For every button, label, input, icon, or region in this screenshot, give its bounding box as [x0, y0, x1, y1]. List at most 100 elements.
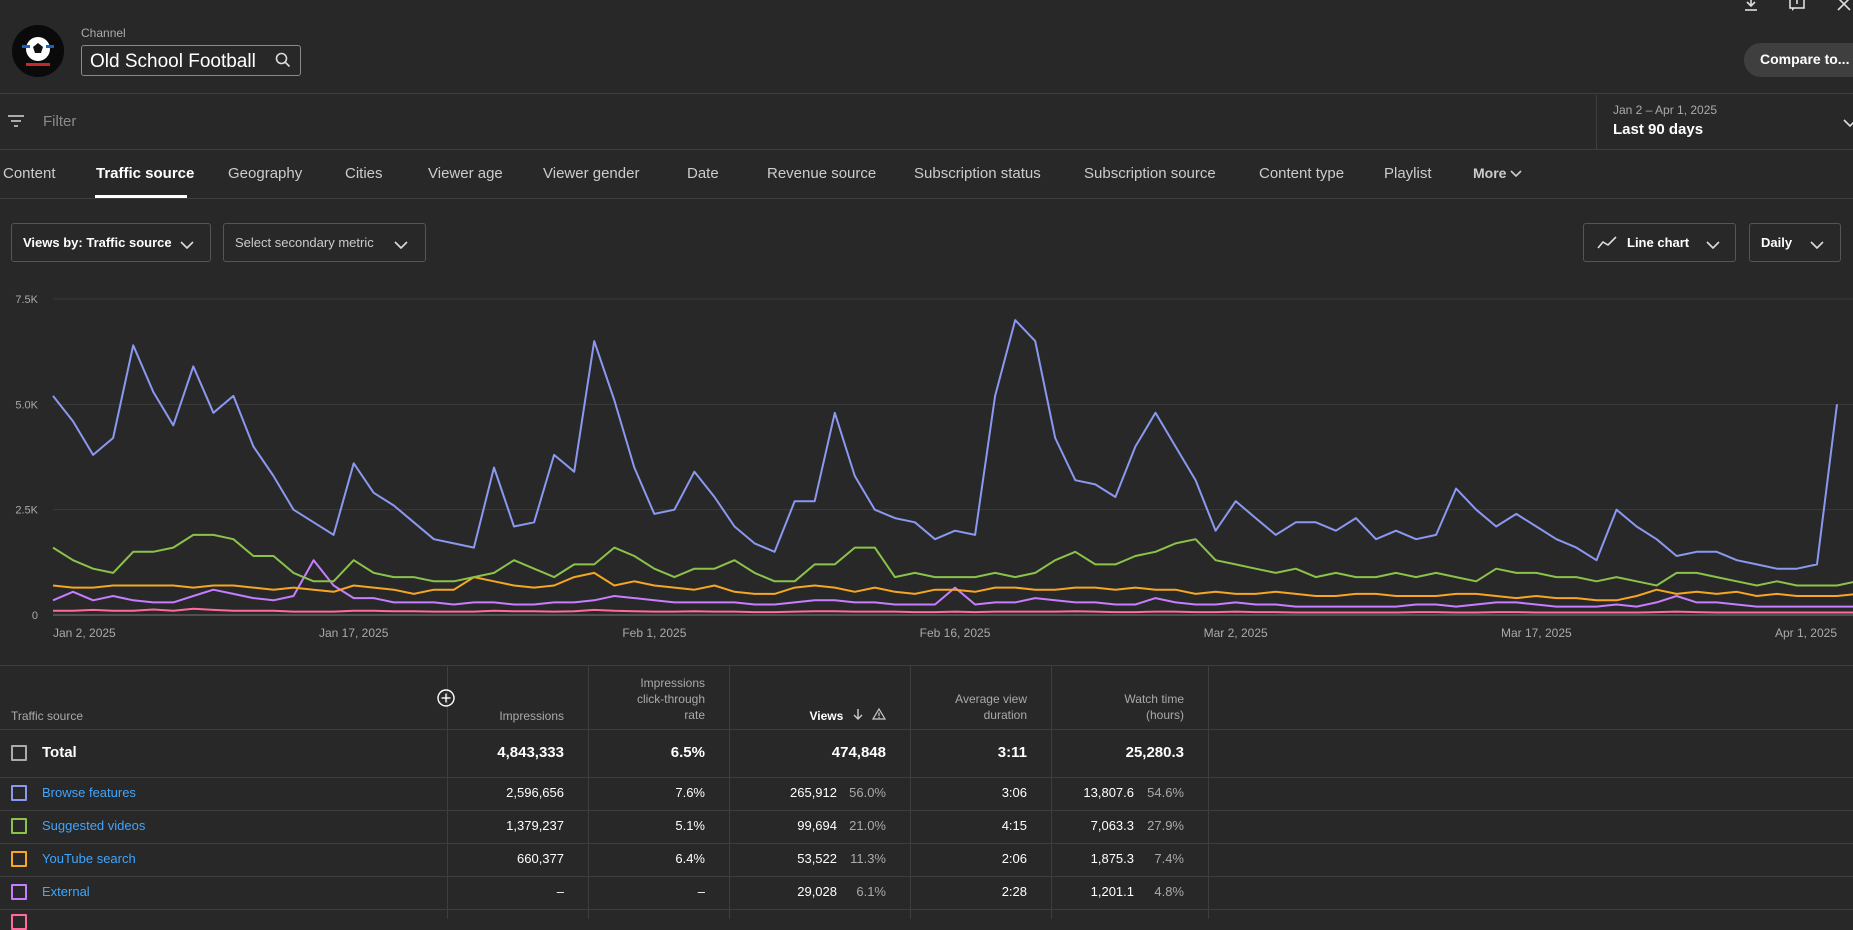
- row-impressions: –: [556, 884, 564, 899]
- row-ctr: 5.1%: [675, 818, 705, 833]
- row-checkbox[interactable]: [11, 818, 27, 834]
- granularity-label: Daily: [1761, 235, 1793, 250]
- download-icon[interactable]: [1743, 0, 1759, 17]
- date-range-text: Jan 2 – Apr 1, 2025: [1613, 103, 1718, 117]
- tab-playlist[interactable]: Playlist: [1384, 165, 1432, 182]
- row-checkbox[interactable]: [11, 884, 27, 900]
- y-tick-label: 0: [32, 610, 38, 622]
- row-watch-time: 7,063.3: [1090, 818, 1134, 833]
- chevron-down-icon: [1510, 165, 1522, 181]
- secondary-metric-dropdown[interactable]: Select secondary metric: [223, 223, 426, 262]
- total-impressions: 4,843,333: [497, 744, 564, 761]
- x-tick-label: Feb 1, 2025: [622, 626, 686, 640]
- warning-icon[interactable]: [871, 707, 887, 723]
- header-avg-view-duration[interactable]: Average view duration: [920, 691, 1027, 723]
- header-watch-time[interactable]: Watch time (hours): [1070, 691, 1184, 723]
- chart-type-label: Line chart: [1627, 235, 1690, 250]
- source-link[interactable]: External: [42, 884, 90, 899]
- tab-subscription-source[interactable]: Subscription source: [1084, 165, 1216, 182]
- tab-cities[interactable]: Cities: [345, 165, 383, 182]
- row-views-pct: 56.0%: [849, 785, 886, 800]
- source-link[interactable]: Suggested videos: [42, 818, 146, 833]
- chevron-down-icon: [1706, 238, 1720, 253]
- filter-bar: Filter Jan 2 – Apr 1, 2025 Last 90 days: [0, 95, 1853, 150]
- tab-viewer-age[interactable]: Viewer age: [428, 165, 503, 182]
- tab-viewer-gender[interactable]: Viewer gender: [543, 165, 640, 182]
- series-line-youtube-search[interactable]: [52, 571, 1853, 602]
- row-watch-time-pct: 7.4%: [1154, 851, 1184, 866]
- tab-traffic-source[interactable]: Traffic source: [96, 165, 195, 182]
- header-ctr-line3: rate: [684, 708, 705, 722]
- total-avd: 3:11: [997, 744, 1027, 761]
- source-link[interactable]: YouTube search: [42, 851, 136, 866]
- header-traffic-source: Traffic source: [11, 709, 84, 723]
- row-watch-time: 1,875.3: [1090, 851, 1134, 866]
- total-label: Total: [42, 744, 77, 761]
- tab-subscription-status[interactable]: Subscription status: [914, 165, 1041, 182]
- views-line-chart[interactable]: 0 2.5K 5.0K 7.5K Jan 2, 2025 Jan 17, 2025 Feb …: [0, 285, 1853, 645]
- granularity-dropdown[interactable]: Daily: [1749, 223, 1841, 262]
- add-column-icon[interactable]: [437, 689, 455, 712]
- series-line-other[interactable]: [53, 607, 1853, 614]
- chevron-down-icon: [1843, 115, 1853, 133]
- header-impressions[interactable]: Impressions: [499, 709, 564, 723]
- y-tick-label: 7.5K: [15, 294, 38, 306]
- header-avd-line2: duration: [983, 708, 1027, 722]
- sort-down-icon: [853, 709, 863, 723]
- y-tick-label: 2.5K: [15, 505, 38, 517]
- tab-geography[interactable]: Geography: [228, 165, 303, 182]
- header-views[interactable]: Views: [780, 707, 887, 724]
- series-line-external[interactable]: [52, 559, 1853, 608]
- date-range-label: Last 90 days: [1613, 121, 1704, 138]
- chevron-down-icon: [394, 238, 408, 253]
- row-watch-time-pct: 27.9%: [1147, 818, 1184, 833]
- tab-revenue-source[interactable]: Revenue source: [767, 165, 877, 182]
- header-views-label: Views: [809, 709, 844, 723]
- total-watch-time: 25,280.3: [1125, 744, 1184, 761]
- primary-metric-dropdown[interactable]: Views by: Traffic source: [11, 223, 211, 262]
- compare-to-button[interactable]: Compare to...: [1744, 43, 1853, 77]
- tab-date[interactable]: Date: [687, 165, 719, 182]
- close-icon[interactable]: [1836, 0, 1852, 17]
- row-avd: 2:06: [1001, 851, 1027, 866]
- filter-icon[interactable]: [7, 113, 25, 134]
- row-views: 265,912: [790, 785, 837, 800]
- date-range-selector[interactable]: Jan 2 – Apr 1, 2025 Last 90 days: [1596, 95, 1853, 150]
- channel-avatar[interactable]: [12, 25, 64, 77]
- row-impressions: 1,379,237: [506, 818, 564, 833]
- x-tick-label: Apr 1, 2025: [1775, 626, 1837, 640]
- row-checkbox[interactable]: [11, 851, 27, 867]
- channel-selector[interactable]: Old School Football: [81, 45, 301, 76]
- series-line-browse-features[interactable]: [52, 319, 1838, 570]
- row-avd: 2:28: [1001, 884, 1027, 899]
- feedback-icon[interactable]: [1789, 0, 1805, 17]
- x-tick-label: Jan 17, 2025: [319, 626, 389, 640]
- source-link[interactable]: Browse features: [42, 785, 136, 800]
- x-tick-label: Jan 2, 2025: [53, 626, 116, 640]
- tab-content-type[interactable]: Content type: [1259, 165, 1345, 182]
- row-watch-time-pct: 4.8%: [1154, 884, 1184, 899]
- x-tick-label: Mar 17, 2025: [1501, 626, 1572, 640]
- tab-more-label: More: [1473, 165, 1507, 181]
- row-checkbox[interactable]: [11, 785, 27, 801]
- row-checkbox[interactable]: [11, 914, 27, 930]
- tab-more[interactable]: More: [1473, 165, 1522, 181]
- header-avd-line1: Average view: [955, 692, 1027, 706]
- primary-metric-label: Views by: Traffic source: [23, 235, 172, 250]
- filter-input[interactable]: Filter: [43, 113, 77, 130]
- secondary-metric-label: Select secondary metric: [235, 235, 374, 250]
- header-ctr-line2: click-through: [636, 692, 705, 706]
- search-icon[interactable]: [275, 52, 291, 73]
- chevron-down-icon: [180, 238, 194, 253]
- total-checkbox[interactable]: [11, 745, 27, 761]
- active-tab-indicator: [95, 195, 187, 198]
- row-views-pct: 6.1%: [856, 884, 886, 899]
- row-watch-time-pct: 54.6%: [1147, 785, 1184, 800]
- tab-content[interactable]: Content: [3, 165, 56, 182]
- y-tick-label: 5.0K: [15, 399, 38, 411]
- series-line-suggested-videos[interactable]: [52, 533, 1853, 590]
- row-ctr: 7.6%: [675, 785, 705, 800]
- channel-label: Channel: [81, 26, 126, 40]
- chart-type-dropdown[interactable]: Line chart: [1583, 223, 1736, 262]
- header-ctr[interactable]: Impressions click-through rate: [610, 675, 705, 723]
